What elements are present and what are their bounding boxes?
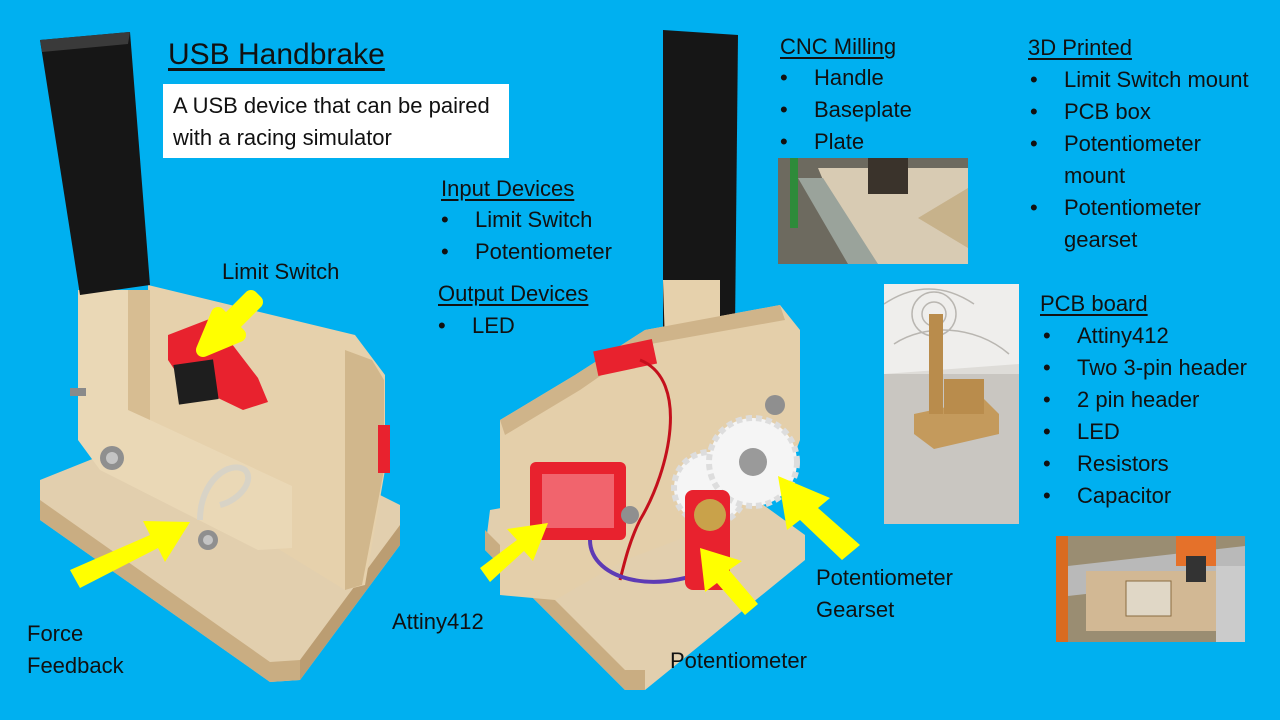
list-item: • Limit Switch mount: [1027, 64, 1249, 96]
list-item: • Baseplate: [777, 94, 912, 126]
list-item: • Potentiometer: [438, 236, 612, 268]
pcb-board-heading: PCB board: [1040, 291, 1148, 316]
input-devices-heading: Input Devices: [441, 176, 575, 201]
list-item-continuation: gearset: [1064, 227, 1138, 252]
list-item: • LED: [435, 310, 515, 342]
list-item: • Limit Switch: [438, 204, 612, 236]
bullet-icon: •: [1043, 419, 1051, 444]
cnc-milling-heading: CNC Milling: [780, 34, 897, 59]
bullet-icon: •: [780, 129, 788, 154]
handbrake-side-photo: [40, 32, 400, 682]
list-item: • Potentiometer: [1027, 192, 1249, 224]
list-item: • 2 pin header: [1040, 384, 1247, 416]
subtitle-text: A USB device that can be paired with a r…: [173, 93, 490, 150]
input-devices-list: • Limit Switch • Potentiometer: [438, 204, 612, 268]
list-item-continuation: mount: [1064, 163, 1126, 188]
bullet-icon: •: [1030, 99, 1038, 124]
bullet-icon: •: [1043, 387, 1051, 412]
list-item: • Handle: [777, 62, 912, 94]
3d-printed-heading: 3D Printed: [1028, 35, 1132, 60]
bullet-icon: •: [780, 65, 788, 90]
gearset-label-line1: Potentiometer: [816, 565, 953, 590]
bullet-icon: •: [780, 97, 788, 122]
bullet-icon: •: [1043, 323, 1051, 348]
bullet-icon: •: [1030, 67, 1038, 92]
attiny412-label: Attiny412: [392, 609, 484, 634]
list-item: • LED: [1040, 416, 1247, 448]
bullet-icon: •: [438, 313, 446, 338]
force-feedback-label-line2: Feedback: [27, 653, 124, 678]
bullet-icon: •: [1030, 195, 1038, 220]
list-item: • Plate: [777, 126, 912, 158]
page-title: USB Handbrake: [168, 38, 385, 71]
limit-switch-label: Limit Switch: [222, 259, 340, 284]
bullet-icon: •: [441, 239, 449, 264]
bullet-icon: •: [441, 207, 449, 232]
list-item: • Capacitor: [1040, 480, 1247, 512]
gearset-label-line2: Gearset: [816, 597, 895, 622]
list-item: • Attiny412: [1040, 320, 1247, 352]
force-feedback-label-line1: Force: [27, 621, 84, 646]
cardboard-prototype-photo: [884, 284, 1019, 524]
cnc-milling-photo: [778, 158, 968, 264]
output-devices-list: • LED: [435, 310, 515, 342]
bullet-icon: •: [1030, 131, 1038, 156]
bullet-icon: •: [1043, 451, 1051, 476]
pcb-board-list: • Attiny412 • Two 3-pin header • 2 pin head…: [1040, 320, 1247, 512]
list-item: • Two 3-pin header: [1040, 352, 1247, 384]
subtitle-box: A USB device that can be paired with a r…: [163, 84, 509, 158]
cnc-milling-list: • Handle • Baseplate • Plate: [777, 62, 912, 158]
pcb-milling-photo: [1056, 536, 1245, 642]
list-item: • PCB box: [1027, 96, 1249, 128]
list-item: • Potentiometer: [1027, 128, 1249, 160]
output-devices-heading: Output Devices: [438, 281, 589, 306]
3d-printed-list: • Limit Switch mount • PCB box • Potentiome…: [1027, 64, 1249, 256]
list-item: • Resistors: [1040, 448, 1247, 480]
bullet-icon: •: [1043, 355, 1051, 380]
bullet-icon: •: [1043, 483, 1051, 508]
potentiometer-label: Potentiometer: [670, 648, 807, 673]
